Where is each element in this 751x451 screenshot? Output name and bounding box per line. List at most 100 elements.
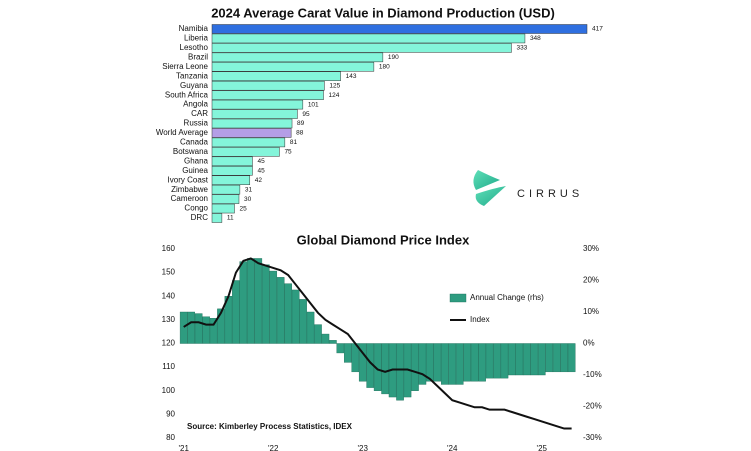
bar [211, 99, 304, 110]
y2-tick-label: -20% [583, 402, 602, 411]
bar [381, 343, 389, 395]
bar [500, 343, 509, 379]
bar [396, 343, 404, 401]
bar [493, 343, 501, 379]
bar [209, 318, 218, 344]
category-label: Liberia [184, 34, 209, 43]
category-label: Russia [184, 119, 209, 128]
bar [211, 109, 298, 119]
bar [211, 71, 341, 81]
x-tick-label: '23 [358, 444, 369, 451]
value-label: 89 [297, 120, 305, 127]
category-label: Botswana [173, 147, 209, 156]
y2-tick-label: 30% [583, 244, 599, 253]
category-label: Lesotho [180, 43, 209, 52]
value-label: 42 [255, 177, 263, 184]
bar [433, 343, 442, 382]
bar [530, 343, 539, 376]
category-label: Ghana [184, 156, 209, 165]
value-label: 124 [329, 92, 340, 99]
category-label: Canada [180, 138, 209, 147]
bar [411, 343, 419, 391]
logo-text: CIRRUS [517, 188, 583, 200]
bar [567, 343, 576, 373]
bar [284, 283, 292, 344]
bar [344, 343, 352, 363]
category-label: Namibia [179, 24, 209, 33]
value-label: 125 [329, 82, 340, 89]
bar [515, 343, 524, 376]
value-label: 81 [290, 139, 298, 146]
value-label: 45 [257, 158, 265, 165]
y-tick-label: 150 [162, 268, 176, 277]
bar [269, 270, 278, 344]
bar [254, 258, 263, 344]
category-label: Angola [183, 100, 208, 109]
bar [211, 166, 253, 176]
bar [211, 175, 251, 185]
bar [441, 343, 449, 385]
y-tick-label: 120 [162, 339, 176, 348]
category-label: World Average [156, 128, 209, 137]
bar [211, 184, 241, 195]
bar [314, 324, 322, 344]
bar [448, 343, 457, 385]
legend-label: Index [470, 315, 490, 324]
line [183, 257, 572, 430]
value-label: 180 [379, 64, 390, 71]
legend-label: Annual Change (rhs) [470, 293, 544, 302]
value-label: 101 [308, 101, 319, 108]
bar [247, 258, 255, 344]
bar [455, 343, 464, 385]
y-tick-label: 90 [166, 409, 175, 418]
bar [217, 308, 225, 344]
bar [463, 343, 471, 382]
value-label: 75 [284, 149, 292, 156]
value-label: 45 [257, 167, 265, 174]
bar [211, 80, 325, 91]
x-tick-label: '24 [447, 444, 458, 451]
value-label: 95 [302, 111, 310, 118]
y-tick-label: 80 [166, 433, 175, 442]
bar [552, 343, 561, 373]
bar [211, 128, 292, 138]
bar [523, 343, 531, 376]
bar [321, 333, 330, 344]
y-tick-label: 140 [162, 291, 176, 300]
chart-title: 2024 Average Carat Value in Diamond Prod… [211, 5, 555, 20]
bar [545, 343, 554, 373]
bar [202, 316, 210, 344]
bar [299, 299, 307, 344]
bar [478, 343, 486, 382]
bar [211, 24, 588, 34]
value-label: 31 [245, 186, 253, 193]
value-label: 11 [227, 215, 234, 222]
bar [239, 261, 248, 344]
y2-tick-label: -10% [583, 370, 602, 379]
chart-title: Global Diamond Price Index [297, 232, 470, 247]
bar [485, 343, 494, 379]
category-label: DRC [191, 213, 209, 222]
category-label: Guinea [182, 166, 208, 175]
y2-tick-label: 0% [583, 339, 595, 348]
bar [187, 311, 195, 344]
bar [211, 203, 235, 214]
category-label: Ivory Coast [168, 175, 209, 184]
y2-tick-label: -30% [583, 433, 602, 442]
bar [508, 343, 516, 376]
bar [211, 43, 512, 53]
annotation: Source: Kimberley Process Statistics, ID… [187, 422, 353, 431]
value-label: 25 [239, 205, 247, 212]
bar [329, 340, 337, 344]
y2-tick-label: 20% [583, 276, 599, 285]
bar [426, 343, 434, 382]
bar [211, 213, 223, 223]
logo-mark [473, 170, 506, 206]
category-label: Sierra Leone [162, 62, 208, 71]
y-tick-label: 110 [162, 362, 175, 371]
bar [179, 311, 188, 344]
category-label: South Africa [165, 90, 209, 99]
bar [211, 90, 324, 100]
value-label: 417 [592, 26, 603, 33]
